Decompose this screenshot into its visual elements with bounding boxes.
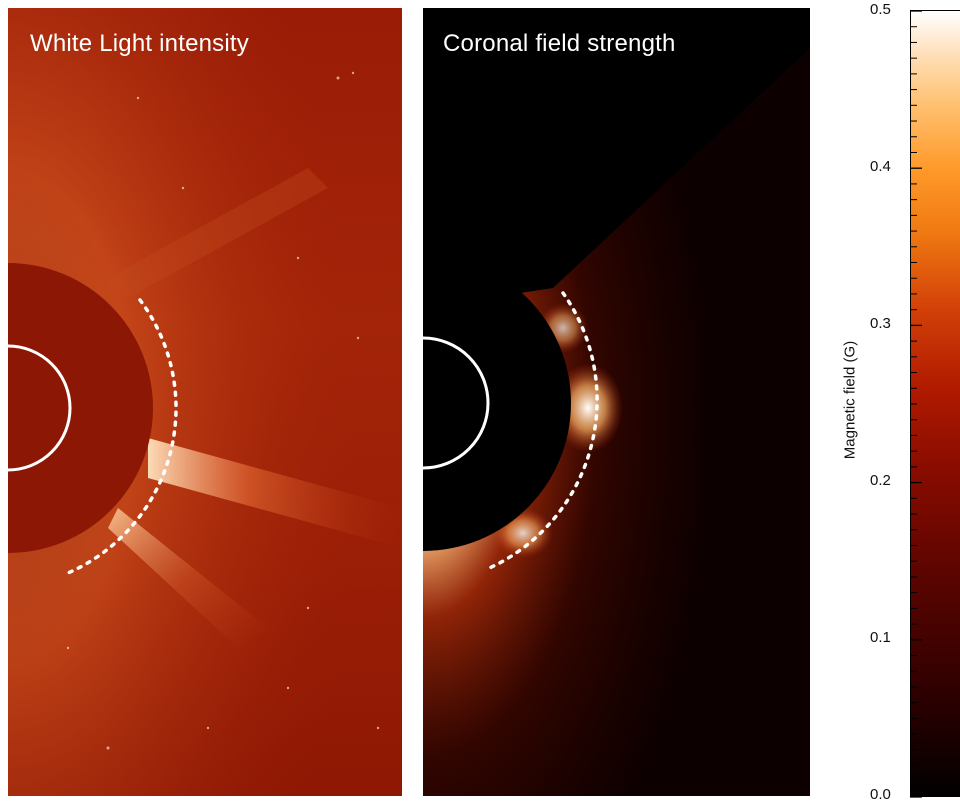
colorbar-gradient	[910, 10, 960, 797]
dotted-arc-middle	[483, 291, 599, 572]
colorbar-tick-0.3: 0.3	[870, 315, 891, 332]
white-light-image	[8, 8, 402, 796]
coronal-field-image	[423, 48, 810, 796]
colorbar-tick-0.4: 0.4	[870, 158, 891, 175]
solar-limb-circle	[8, 344, 72, 472]
colorbar-tick-0.2: 0.2	[870, 472, 891, 489]
colorbar-tick-0.1: 0.1	[870, 629, 891, 646]
streamer-southeast	[108, 508, 268, 648]
star-specks	[66, 71, 380, 750]
streamer-east	[148, 438, 402, 548]
colorbar-tick-0.5: 0.5	[870, 1, 891, 18]
solar-limb-circle-middle	[423, 336, 490, 470]
occulter-disk	[8, 263, 153, 553]
colorbar-label: Magnetic field (G)	[841, 340, 859, 460]
occulter-disk-middle	[423, 255, 571, 551]
streamer-northeast	[108, 168, 328, 298]
panel-title-white-light: White Light intensity	[30, 30, 249, 57]
colorbar-tick-0.0: 0.0	[870, 786, 891, 803]
dotted-arc	[66, 298, 178, 575]
white-light-panel: White Light intensity	[8, 8, 402, 796]
coronal-field-panel: Coronal field strength	[423, 8, 810, 796]
panel-title-coronal-field: Coronal field strength	[443, 30, 676, 57]
colorbar-area: Magnetic field (G) 0.5 0.4 0.3 0.2 0.1 0…	[830, 0, 960, 811]
hot-spot-east	[553, 363, 623, 453]
colorbar-tick-marks	[910, 10, 922, 798]
